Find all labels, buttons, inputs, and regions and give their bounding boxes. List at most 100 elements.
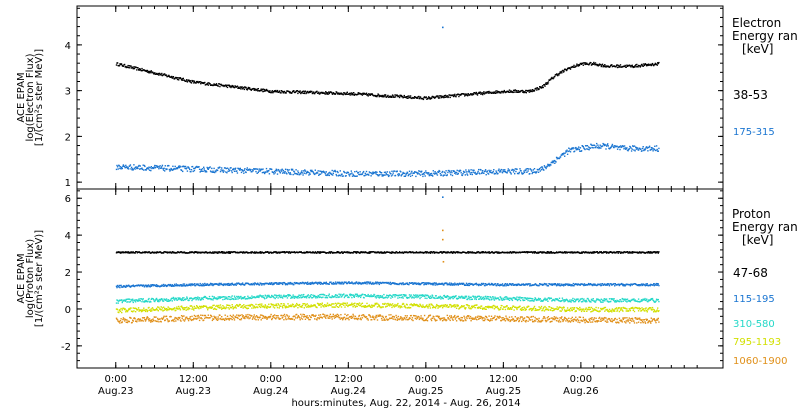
electron-data-point <box>387 174 389 176</box>
electron-data-point <box>647 150 649 152</box>
electron-data-point <box>225 171 227 173</box>
electron-data-point <box>615 65 618 67</box>
electron-data-point <box>382 174 384 176</box>
electron-data-point <box>467 171 469 173</box>
electron-data-point <box>307 90 309 93</box>
electron-data-point <box>222 171 225 173</box>
proton-data-point <box>251 295 253 297</box>
electron-data-point <box>285 172 287 174</box>
electron-data-point <box>421 170 423 172</box>
proton-data-point <box>518 298 521 300</box>
electron-data-point <box>186 79 188 81</box>
electron-data-point <box>200 170 202 172</box>
proton-data-point <box>205 283 207 286</box>
proton-data-point <box>211 298 213 300</box>
electron-data-point <box>246 168 248 171</box>
proton-data-point <box>614 300 616 302</box>
proton-data-point <box>319 252 322 254</box>
electron-data-point <box>372 172 375 175</box>
proton-data-point <box>375 281 377 283</box>
proton-data-point <box>167 299 169 301</box>
electron-data-point <box>170 167 172 170</box>
proton-data-point <box>328 252 330 254</box>
proton-data-point <box>241 297 244 300</box>
proton-data-point <box>515 298 518 301</box>
electron-data-point <box>273 170 276 173</box>
proton-data-point <box>397 297 399 299</box>
electron-data-point <box>565 151 568 153</box>
electron-data-point <box>507 90 509 93</box>
electron-data-point <box>432 175 434 177</box>
proton-data-point <box>260 252 262 254</box>
proton-data-point <box>340 283 343 285</box>
electron-data-point <box>126 166 128 168</box>
electron-data-point <box>311 169 313 172</box>
electron-data-point <box>377 93 379 95</box>
proton-legend-units: [keV] <box>742 233 773 247</box>
proton-data-point <box>213 252 215 254</box>
proton-data-point <box>325 281 327 283</box>
electron-data-point <box>632 65 634 68</box>
proton-data-point <box>468 252 470 254</box>
electron-data-point <box>546 82 548 84</box>
proton-data-point <box>509 283 511 285</box>
electron-data-point <box>651 147 654 149</box>
electron-data-point <box>428 172 430 174</box>
proton-ytick-label: 6 <box>65 194 71 205</box>
electron-data-point <box>383 174 385 176</box>
electron-data-point <box>544 85 546 87</box>
electron-data-point <box>319 170 321 172</box>
electron-data-point <box>436 172 438 174</box>
electron-data-point <box>176 167 179 170</box>
electron-data-point <box>584 63 586 66</box>
electron-data-point <box>155 165 158 167</box>
electron-data-point <box>137 68 140 71</box>
electron-data-point <box>419 174 422 176</box>
electron-data-point <box>441 171 443 174</box>
electron-data-point <box>365 93 367 95</box>
electron-data-point <box>268 91 271 93</box>
proton-data-point <box>583 284 585 287</box>
electron-data-point <box>400 171 402 173</box>
proton-data-point <box>208 298 210 300</box>
proton-data-point <box>655 282 658 285</box>
electron-data-point <box>293 170 295 172</box>
proton-data-point <box>464 295 466 297</box>
proton-data-point <box>296 296 298 299</box>
proton-data-point <box>415 295 418 297</box>
electron-data-point <box>492 170 494 173</box>
electron-data-point <box>218 167 220 169</box>
proton-data-point <box>555 252 557 254</box>
electron-data-point <box>348 92 351 95</box>
proton-data-point <box>398 251 401 253</box>
proton-data-point <box>487 298 489 300</box>
electron-data-point <box>507 168 509 170</box>
proton-data-point <box>480 296 482 298</box>
electron-data-point <box>150 166 152 168</box>
electron-data-point <box>546 83 548 85</box>
proton-data-point <box>230 296 232 298</box>
proton-data-point <box>129 285 131 287</box>
proton-data-point <box>348 281 350 283</box>
electron-data-point <box>154 167 157 169</box>
proton-data-point <box>330 251 333 253</box>
electron-data-point <box>287 170 289 172</box>
proton-data-point <box>354 283 357 285</box>
proton-data-point <box>307 295 309 297</box>
proton-data-point <box>154 284 157 286</box>
electron-data-point <box>618 66 620 68</box>
electron-data-point <box>487 92 490 94</box>
proton-data-point <box>188 299 190 301</box>
electron-data-point <box>200 83 202 85</box>
proton-data-point <box>487 283 490 285</box>
electron-data-point <box>268 169 270 172</box>
electron-data-point <box>316 172 319 174</box>
proton-data-point <box>511 284 513 286</box>
electron-outlier-point <box>441 26 444 29</box>
proton-data-point <box>458 282 461 284</box>
electron-data-point <box>640 148 642 150</box>
electron-data-point <box>654 145 656 147</box>
proton-data-point <box>497 251 499 253</box>
electron-data-point <box>279 172 282 174</box>
proton-data-point <box>654 283 656 285</box>
